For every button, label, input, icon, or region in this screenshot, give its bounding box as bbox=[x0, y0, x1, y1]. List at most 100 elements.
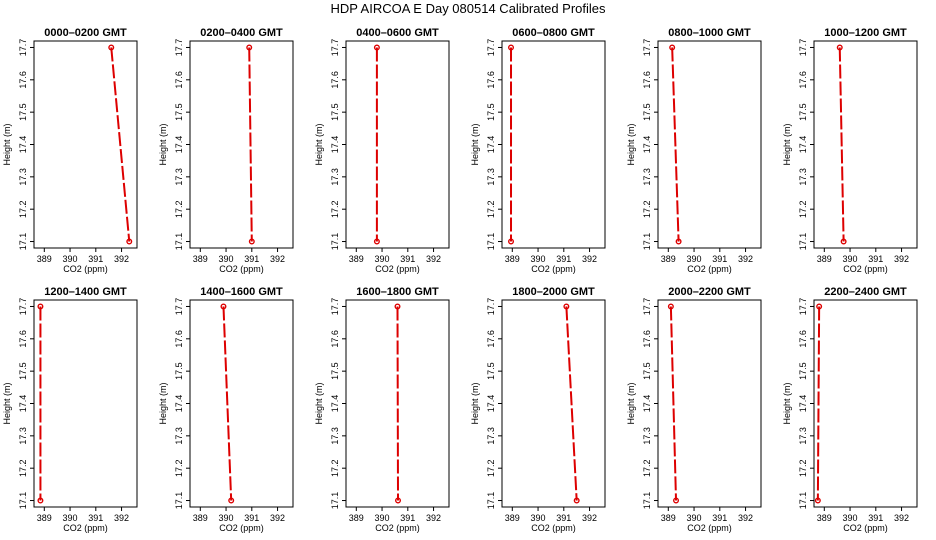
profile-line bbox=[110, 47, 131, 242]
panel-title: 1800–2000 GMT bbox=[512, 286, 595, 298]
y-tick-label: 17.1 bbox=[174, 492, 184, 510]
profile-point bbox=[669, 44, 676, 51]
y-tick-label: 17.2 bbox=[642, 459, 652, 477]
profile-point bbox=[667, 303, 674, 310]
x-tick-label: 392 bbox=[738, 513, 753, 523]
y-tick-label: 17.6 bbox=[798, 71, 808, 89]
panel-title: 0000–0200 GMT bbox=[44, 27, 127, 39]
panel-title: 2200–2400 GMT bbox=[824, 286, 907, 298]
y-tick-label: 17.3 bbox=[330, 427, 340, 445]
y-tick-label: 17.7 bbox=[642, 39, 652, 57]
figure-title: HDP AIRCOA E Day 080514 Calibrated Profi… bbox=[330, 1, 606, 16]
x-tick-label: 392 bbox=[426, 254, 441, 264]
y-tick-label: 17.5 bbox=[798, 103, 808, 121]
x-tick-label: 392 bbox=[114, 513, 129, 523]
plot-frame bbox=[345, 40, 450, 249]
x-tick-label: 390 bbox=[687, 513, 702, 523]
x-tick-label: 391 bbox=[712, 513, 727, 523]
y-tick-label: 17.6 bbox=[330, 330, 340, 348]
x-tick-label: 391 bbox=[712, 254, 727, 264]
x-tick-label: 391 bbox=[868, 513, 883, 523]
y-tick-label: 17.2 bbox=[486, 459, 496, 477]
y-tick-label: 17.2 bbox=[18, 459, 28, 477]
y-tick-label: 17.7 bbox=[798, 39, 808, 57]
y-tick-label: 17.1 bbox=[330, 233, 340, 251]
y-tick-label: 17.5 bbox=[330, 362, 340, 380]
panel: 0800–1000 GMT 389 390 391 392 17.1 17.2 17.3 17.… bbox=[626, 27, 762, 274]
x-tick-label: 391 bbox=[88, 254, 103, 264]
y-axis-label: Height (m) bbox=[626, 382, 636, 424]
x-axis-label: CO2 (ppm) bbox=[375, 523, 420, 533]
y-tick-label: 17.4 bbox=[330, 395, 340, 413]
panel-grid: 0000–0200 GMT 389 390 391 392 17.1 17.2 17.3 17.… bbox=[2, 27, 918, 533]
x-tick-label: 389 bbox=[505, 254, 520, 264]
y-tick-label: 17.3 bbox=[798, 168, 808, 186]
y-tick-label: 17.6 bbox=[18, 330, 28, 348]
y-tick-label: 17.6 bbox=[486, 71, 496, 89]
y-tick-label: 17.1 bbox=[642, 492, 652, 510]
y-tick-label: 17.4 bbox=[642, 395, 652, 413]
x-axis-label: CO2 (ppm) bbox=[63, 523, 108, 533]
y-tick-label: 17.6 bbox=[330, 71, 340, 89]
x-tick-label: 389 bbox=[349, 513, 364, 523]
profile-point bbox=[836, 44, 843, 51]
y-tick-label: 17.5 bbox=[174, 103, 184, 121]
x-tick-label: 390 bbox=[375, 513, 390, 523]
y-axis-label: Height (m) bbox=[2, 382, 12, 424]
x-tick-label: 390 bbox=[219, 254, 234, 264]
panel: 1000–1200 GMT 389 390 391 392 17.1 17.2 17.3 17.… bbox=[782, 27, 918, 274]
y-tick-label: 17.5 bbox=[642, 103, 652, 121]
y-tick-label: 17.1 bbox=[18, 492, 28, 510]
panel-title: 2000–2200 GMT bbox=[668, 286, 751, 298]
x-tick-label: 390 bbox=[843, 513, 858, 523]
y-axis-label: Height (m) bbox=[470, 382, 480, 424]
y-axis-label: Height (m) bbox=[470, 123, 480, 165]
plot-frame bbox=[33, 299, 138, 508]
y-tick-label: 17.3 bbox=[18, 427, 28, 445]
x-tick-label: 391 bbox=[244, 254, 259, 264]
y-axis-label: Height (m) bbox=[158, 123, 168, 165]
x-tick-label: 390 bbox=[63, 513, 78, 523]
x-tick-label: 390 bbox=[375, 254, 390, 264]
profile-point bbox=[573, 497, 580, 504]
panel-title: 1600–1800 GMT bbox=[356, 286, 439, 298]
profile-line bbox=[816, 306, 821, 501]
x-tick-label: 391 bbox=[556, 513, 571, 523]
profile-point bbox=[126, 238, 133, 245]
x-tick-label: 392 bbox=[894, 254, 909, 264]
y-tick-label: 17.2 bbox=[330, 200, 340, 218]
y-tick-label: 17.4 bbox=[174, 395, 184, 413]
profile-point bbox=[394, 303, 401, 310]
x-axis-label: CO2 (ppm) bbox=[531, 523, 576, 533]
profile-point bbox=[228, 497, 235, 504]
y-tick-label: 17.7 bbox=[642, 298, 652, 316]
profile-point bbox=[248, 238, 255, 245]
x-axis-label: CO2 (ppm) bbox=[843, 523, 888, 533]
x-tick-label: 392 bbox=[894, 513, 909, 523]
plot-frame bbox=[33, 40, 138, 249]
x-tick-label: 392 bbox=[114, 254, 129, 264]
x-tick-label: 390 bbox=[219, 513, 234, 523]
x-tick-label: 389 bbox=[661, 513, 676, 523]
y-tick-label: 17.7 bbox=[798, 298, 808, 316]
x-axis-label: CO2 (ppm) bbox=[843, 264, 888, 274]
y-tick-label: 17.2 bbox=[798, 200, 808, 218]
x-tick-label: 389 bbox=[817, 513, 832, 523]
panel: 0000–0200 GMT 389 390 391 392 17.1 17.2 17.3 17.… bbox=[2, 27, 138, 274]
profile-line bbox=[671, 47, 680, 242]
x-tick-label: 390 bbox=[687, 254, 702, 264]
x-axis-label: CO2 (ppm) bbox=[531, 264, 576, 274]
y-tick-label: 17.2 bbox=[486, 200, 496, 218]
panel-title: 0600–0800 GMT bbox=[512, 27, 595, 39]
profile-point bbox=[508, 238, 515, 245]
profile-point bbox=[246, 44, 253, 51]
x-tick-label: 389 bbox=[37, 254, 52, 264]
x-tick-label: 392 bbox=[738, 254, 753, 264]
y-tick-label: 17.4 bbox=[798, 136, 808, 154]
x-axis-label: CO2 (ppm) bbox=[219, 264, 264, 274]
y-tick-label: 17.2 bbox=[642, 200, 652, 218]
panel: 1800–2000 GMT 389 390 391 392 17.1 17.2 17.3 17.… bbox=[470, 286, 606, 533]
x-tick-label: 391 bbox=[868, 254, 883, 264]
x-tick-label: 391 bbox=[244, 513, 259, 523]
profile-point bbox=[37, 497, 44, 504]
